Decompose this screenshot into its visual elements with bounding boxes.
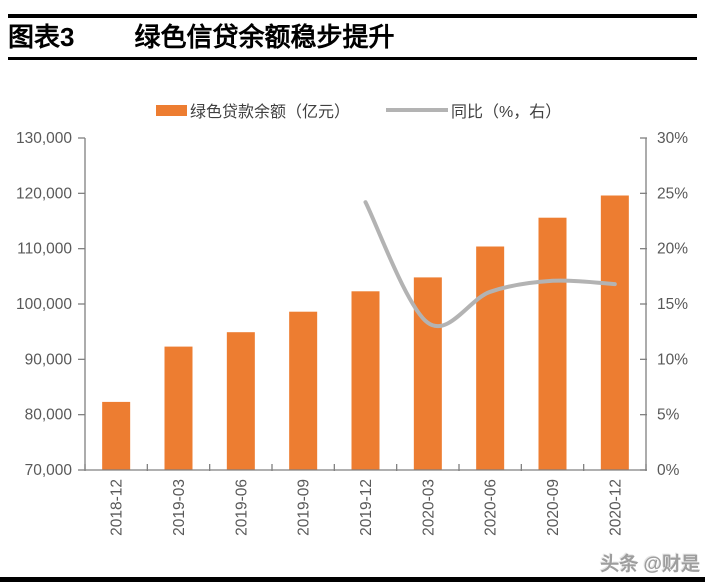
left-axis-label: 130,000 xyxy=(16,130,72,147)
right-axis-label: 10% xyxy=(657,351,688,368)
figure-header: 图表3 绿色信贷余额稳步提升 xyxy=(8,22,394,52)
right-axis-label: 25% xyxy=(657,185,688,202)
legend-bar-label: 绿色贷款余额（亿元） xyxy=(190,104,351,121)
x-axis-label: 2018-12 xyxy=(109,479,126,536)
bottom-rule xyxy=(0,577,705,582)
left-axis-label: 120,000 xyxy=(16,185,72,202)
left-axis-label: 90,000 xyxy=(25,351,73,368)
x-axis-label: 2019-12 xyxy=(358,479,375,536)
bar-2019-03 xyxy=(164,346,193,470)
x-axis-label: 2020-12 xyxy=(607,479,624,536)
bar-2019-06 xyxy=(226,332,255,470)
legend-item-balance: 绿色贷款余额（亿元） xyxy=(156,99,350,121)
x-axis-label: 2019-06 xyxy=(233,479,250,536)
left-axis-label: 70,000 xyxy=(25,462,73,479)
legend-item-yoy: 同比（%，右） xyxy=(386,99,561,121)
legend-bar-swatch-icon xyxy=(156,104,187,116)
chart-legend: 绿色贷款余额（亿元） 同比（%，右） xyxy=(0,99,705,121)
x-axis-label: 2019-03 xyxy=(171,479,188,536)
right-axis-label: 0% xyxy=(657,462,680,479)
x-axis-label: 2020-06 xyxy=(483,479,500,536)
top-rule xyxy=(8,14,697,18)
bar-2020-06 xyxy=(476,246,505,470)
bar-2020-03 xyxy=(413,277,442,470)
right-axis-label: 15% xyxy=(657,296,688,313)
bar-2020-09 xyxy=(538,217,567,470)
right-axis-label: 30% xyxy=(657,130,688,147)
bar-2019-09 xyxy=(289,311,318,470)
left-axis-label: 80,000 xyxy=(25,407,73,424)
yoy-line xyxy=(363,200,617,329)
left-axis-label: 110,000 xyxy=(17,241,72,258)
x-axis-label: 2020-09 xyxy=(545,479,562,536)
title-rule xyxy=(8,57,697,60)
figure-title: 绿色信贷余额稳步提升 xyxy=(134,22,395,52)
legend-yoy-label: 同比（%，右） xyxy=(451,104,562,121)
figure-index: 图表3 xyxy=(8,22,75,52)
right-axis-label: 5% xyxy=(657,407,680,424)
bar-2019-12 xyxy=(351,291,380,470)
left-axis-label: 100,000 xyxy=(16,296,72,313)
x-axis-label: 2019-09 xyxy=(296,479,313,536)
bar-2018-12 xyxy=(102,401,131,470)
x-axis-label: 2020-03 xyxy=(420,479,437,536)
bar-2020-12 xyxy=(600,195,629,470)
right-axis-label: 20% xyxy=(657,241,688,258)
watermark: 头条 @财是 xyxy=(600,554,700,575)
legend-line-swatch-icon xyxy=(386,108,448,112)
